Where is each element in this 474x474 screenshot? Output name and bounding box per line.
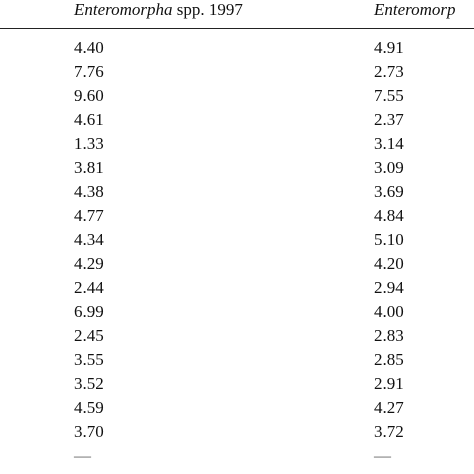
cell-enteromorpha-1997: 3.81 [74, 158, 104, 177]
table-header: Enteromorpha spp. 1997 Enteromorp [0, 0, 474, 28]
cell-enteromorpha-1997: 9.60 [74, 86, 104, 105]
table-row: 4.29 4.20 [0, 252, 474, 276]
cell-enteromorpha-2: 2.83 [374, 326, 404, 345]
cell-enteromorpha-2: 2.73 [374, 62, 404, 81]
table-row: 2.44 2.94 [0, 276, 474, 300]
cell-enteromorpha-1997: 4.40 [74, 38, 104, 57]
table-row-partial: — — [0, 444, 474, 468]
cell-enteromorpha-2: 2.37 [374, 110, 404, 129]
cell-enteromorpha-1997: 2.45 [74, 326, 104, 345]
cell-enteromorpha-2: 3.09 [374, 158, 404, 177]
table-row: 3.70 3.72 [0, 420, 474, 444]
cell-enteromorpha-2: 3.14 [374, 134, 404, 153]
cell-enteromorpha-1997: 7.76 [74, 62, 104, 81]
table-row: 9.60 7.55 [0, 84, 474, 108]
cell-enteromorpha-2: 3.72 [374, 422, 404, 441]
cell-enteromorpha-2: 4.27 [374, 398, 404, 417]
column-header-genus: Enteromorpha [74, 0, 173, 19]
table-row: 4.59 4.27 [0, 396, 474, 420]
cell-enteromorpha-1997: 3.55 [74, 350, 104, 369]
table-row: 3.52 2.91 [0, 372, 474, 396]
table-row: 6.99 4.00 [0, 300, 474, 324]
cell-enteromorpha-2: 2.91 [374, 374, 404, 393]
cell-enteromorpha-1997: 6.99 [74, 302, 104, 321]
cell-enteromorpha-1997: 4.61 [74, 110, 104, 129]
column-header-enteromorpha-1997: Enteromorpha spp. 1997 [74, 0, 243, 21]
column-header-genus-2: Enteromorp [374, 0, 456, 19]
cell-enteromorpha-1997: 2.44 [74, 278, 104, 297]
cell-enteromorpha-1997: 4.34 [74, 230, 104, 249]
cell-enteromorpha-1997: 4.59 [74, 398, 104, 417]
table-row: 4.34 5.10 [0, 228, 474, 252]
cell-enteromorpha-2: 3.69 [374, 182, 404, 201]
cell-enteromorpha-2: 5.10 [374, 230, 404, 249]
cell-enteromorpha-2: 4.20 [374, 254, 404, 273]
table-row: 1.33 3.14 [0, 132, 474, 156]
cell-enteromorpha-1997: 1.33 [74, 134, 104, 153]
cell-enteromorpha-1997: 4.29 [74, 254, 104, 273]
column-header-enteromorpha-2: Enteromorp [374, 0, 456, 21]
cell-enteromorpha-1997: 3.70 [74, 422, 104, 441]
table-row: 3.55 2.85 [0, 348, 474, 372]
cell-enteromorpha-2: 4.84 [374, 206, 404, 225]
cell-enteromorpha-1997: 4.38 [74, 182, 104, 201]
cell-enteromorpha-1997: 3.52 [74, 374, 104, 393]
cell-enteromorpha-1997: 4.77 [74, 206, 104, 225]
cell-enteromorpha-2: 2.94 [374, 278, 404, 297]
table-row: 3.81 3.09 [0, 156, 474, 180]
table-row: 2.45 2.83 [0, 324, 474, 348]
cell-enteromorpha-2: 7.55 [374, 86, 404, 105]
cell-enteromorpha-2: 2.85 [374, 350, 404, 369]
header-rule [0, 28, 474, 29]
table-row: 4.40 4.91 [0, 36, 474, 60]
column-header-suffix: spp. 1997 [172, 0, 243, 19]
table-row: 4.61 2.37 [0, 108, 474, 132]
cell-dash-1: — [74, 446, 91, 465]
cell-enteromorpha-2: 4.00 [374, 302, 404, 321]
table-row: 7.76 2.73 [0, 60, 474, 84]
cell-dash-2: — [374, 446, 391, 465]
table-row: 4.38 3.69 [0, 180, 474, 204]
table-row: 4.77 4.84 [0, 204, 474, 228]
cell-enteromorpha-2: 4.91 [374, 38, 404, 57]
